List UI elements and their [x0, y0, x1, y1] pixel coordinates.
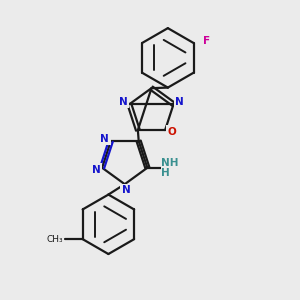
- Text: N: N: [122, 185, 130, 195]
- Text: N: N: [175, 97, 184, 107]
- Text: NH: NH: [161, 158, 179, 168]
- Text: CH₃: CH₃: [47, 235, 63, 244]
- Text: O: O: [167, 127, 176, 136]
- Text: H: H: [161, 168, 170, 178]
- Text: N: N: [92, 165, 100, 175]
- Text: F: F: [203, 36, 210, 46]
- Text: N: N: [100, 134, 109, 144]
- Text: N: N: [119, 97, 128, 107]
